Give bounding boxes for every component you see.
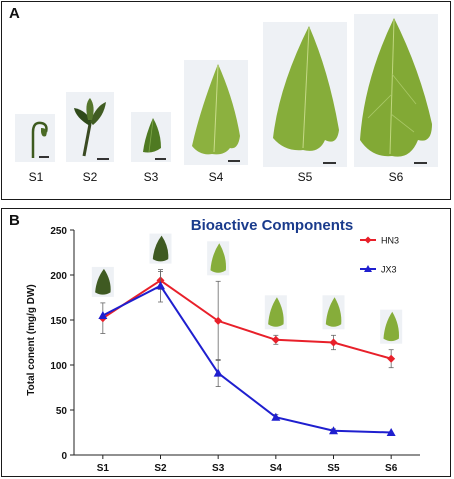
series-line	[102, 279, 392, 360]
y-axis-label: Total conent (mg/g DW)	[26, 284, 37, 395]
data-point	[386, 428, 396, 436]
y-tick-label: 100	[50, 361, 67, 372]
legend-marker	[364, 236, 372, 244]
panel-a: A	[1, 1, 451, 200]
leaf-thumbnail	[91, 266, 114, 297]
series-jx3	[98, 269, 396, 436]
legend-marker	[364, 265, 372, 272]
data-point	[98, 311, 108, 319]
data-point	[213, 368, 223, 377]
stage-s6-photo	[354, 14, 438, 167]
data-point	[214, 316, 223, 325]
scale-bar	[323, 162, 336, 164]
x-tick-label: S1	[97, 463, 110, 474]
y-tick-label: 250	[50, 226, 67, 237]
x-tick-label: S2	[154, 463, 167, 474]
data-point	[156, 281, 165, 290]
panel-b-letter: B	[9, 212, 20, 229]
legend-label: JX3	[381, 265, 397, 275]
panel-a-letter: A	[9, 5, 20, 22]
x-tick-label: S4	[270, 463, 283, 474]
leaf-thumbnail	[207, 241, 230, 276]
leaf-thumbnail	[264, 295, 287, 330]
stage-s3-photo	[131, 112, 171, 162]
y-tick-label: 0	[61, 451, 67, 462]
stage-label-s4: S4	[208, 170, 224, 184]
data-point	[387, 354, 396, 363]
stage-label-s3: S3	[143, 170, 159, 184]
series-line	[102, 284, 392, 434]
scale-bar	[228, 160, 240, 162]
stage-s5-photo	[263, 22, 347, 167]
scale-bar	[414, 162, 427, 164]
leaf-thumbnail	[380, 309, 403, 344]
budding-shoot-icon	[74, 98, 106, 157]
y-tick-label: 150	[50, 316, 67, 327]
data-point	[329, 426, 338, 435]
stage-s4-photo	[184, 60, 248, 165]
chart-legend: HN3 JX3	[360, 236, 399, 275]
data-point	[329, 338, 338, 347]
small-leaf-icon	[143, 118, 161, 153]
stage-s1-photo	[15, 114, 55, 162]
stage-s2-photo	[66, 92, 114, 162]
y-tick-label: 50	[56, 406, 68, 417]
x-tick-label: S6	[385, 463, 398, 474]
chart-series	[98, 269, 396, 436]
leaf-thumbnails	[91, 233, 403, 344]
stage-label-s1: S1	[28, 170, 44, 184]
stage-label-s2: S2	[82, 170, 98, 184]
x-tick-label: S3	[212, 463, 225, 474]
x-tick-label: S5	[327, 463, 340, 474]
curled-shoot-icon	[31, 121, 48, 158]
series-hn3	[98, 270, 396, 369]
legend-label: HN3	[381, 236, 399, 246]
leaf-s4-icon	[192, 64, 240, 155]
scale-bar	[97, 158, 109, 160]
leaf-s6-icon	[360, 18, 432, 157]
data-point	[271, 412, 281, 421]
leaf-thumbnail	[322, 295, 345, 330]
leaf-thumbnail	[149, 233, 172, 264]
data-point	[271, 335, 280, 344]
scale-bar	[155, 158, 166, 160]
chart-title: Bioactive Components	[191, 217, 354, 234]
leaf-s5-icon	[273, 26, 339, 151]
y-tick-label: 200	[50, 271, 67, 282]
chart-axes: 0 50 100 150 200 250 S1 S2 S3 S4 S5 S6	[50, 226, 420, 474]
stage-label-s6: S6	[388, 170, 404, 184]
scale-bar	[39, 156, 49, 158]
stage-label-s5: S5	[297, 170, 313, 184]
